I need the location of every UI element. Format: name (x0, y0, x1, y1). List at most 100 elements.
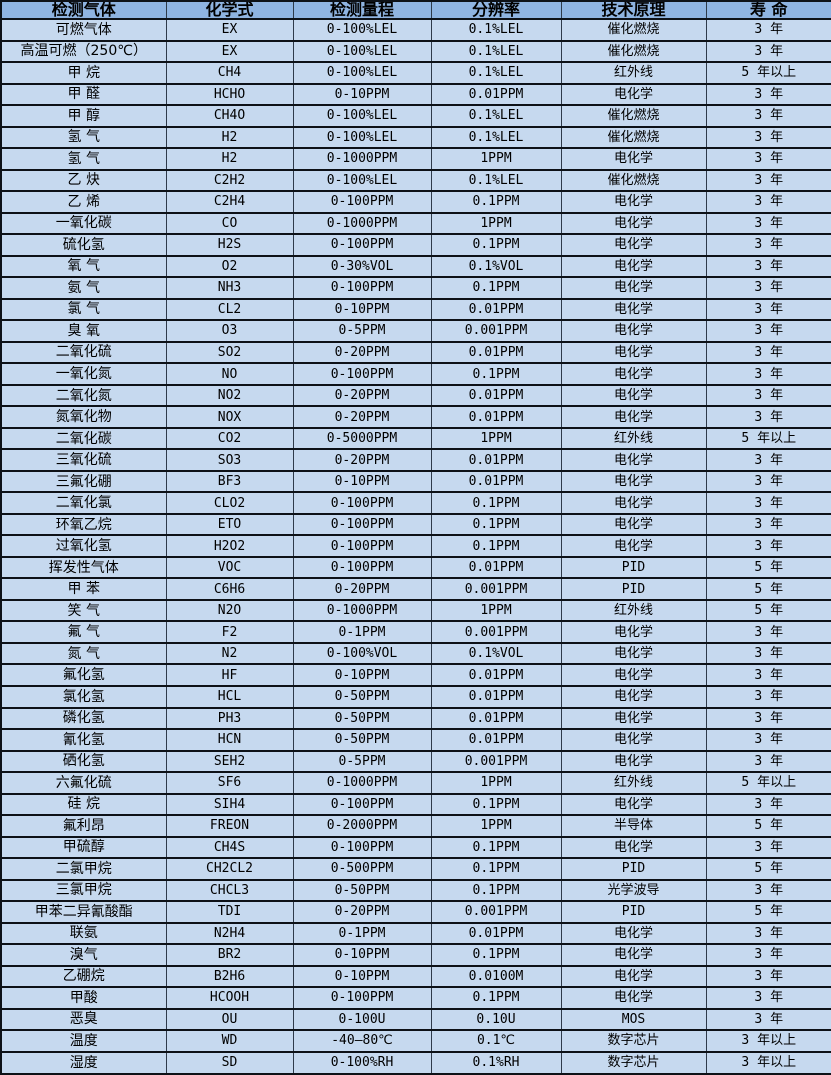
cell-range: 0-10PPM (292, 943, 432, 967)
cell-formula: C6H6 (165, 577, 294, 601)
cell-range: 0-20PPM (292, 340, 432, 365)
cell-formula: CLO2 (165, 491, 294, 515)
cell-principle: 电化学 (560, 276, 707, 300)
table-row: 硅 烷 SIH4 0-100PPM 0.1PPM 电化学 3 年 (0, 792, 831, 817)
table-row: 温度 WD -40—80℃ 0.1℃ 数字芯片 3 年以上 (0, 1029, 831, 1053)
table-row: 六氟化硫 SF6 0-1000PPM 1PPM 红外线 5 年以上 (0, 771, 831, 795)
cell-range: 0-1PPM (292, 620, 432, 644)
cell-principle: 电化学 (560, 319, 707, 343)
cell-range: 0-20PPM (292, 383, 432, 408)
cell-range: 0-100PPM (292, 276, 432, 300)
cell-lifespan: 3 年 (705, 620, 831, 644)
cell-principle: 电化学 (560, 943, 707, 967)
table-row: 甲苯二异氰酸酯 TDI 0-20PPM 0.001PPM PID 5 年 (0, 900, 831, 924)
cell-gas: 一氧化碳 (0, 211, 167, 236)
table-row: 湿度 SD 0-100%RH 0.1%RH 数字芯片 3 年以上 (0, 1050, 831, 1075)
cell-resolution: 0.1PPM (430, 835, 562, 860)
cell-lifespan: 3 年 (705, 340, 831, 365)
table-row: 甲 烷 CH4 0-100%LEL 0.1%LEL 红外线 5 年以上 (0, 61, 831, 85)
cell-lifespan: 5 年 (705, 598, 831, 623)
cell-gas: 磷化氢 (0, 706, 167, 730)
cell-formula: NO (165, 362, 294, 386)
cell-formula: H2O2 (165, 534, 294, 558)
cell-formula: O2 (165, 254, 294, 279)
table-body: 可燃气体 EX 0-100%LEL 0.1%LEL 催化燃烧 3 年高温可燃（250℃） E… (0, 18, 831, 1075)
cell-gas: 挥发性气体 (0, 555, 167, 580)
cell-formula: OU (165, 1007, 294, 1032)
table-row: 氧 气 O2 0-30%VOL 0.1%VOL 电化学 3 年 (0, 254, 831, 279)
cell-formula: SD (165, 1050, 294, 1075)
cell-lifespan: 3 年 (705, 168, 831, 193)
cell-range: 0-1000PPM (292, 147, 432, 171)
cell-resolution: 0.1PPM (430, 362, 562, 386)
cell-lifespan: 3 年 (705, 448, 831, 472)
cell-principle: 电化学 (560, 749, 707, 774)
cell-range: 0-100%LEL (292, 18, 432, 42)
cell-principle: 电化学 (560, 641, 707, 666)
cell-principle: 电化学 (560, 190, 707, 214)
cell-lifespan: 3 年 (705, 82, 831, 107)
cell-principle: 电化学 (560, 835, 707, 860)
cell-principle: PID (560, 577, 707, 601)
cell-range: 0-1000PPM (292, 598, 432, 623)
cell-principle: 电化学 (560, 534, 707, 558)
cell-formula: CHCL3 (165, 878, 294, 903)
cell-lifespan: 3 年 (705, 749, 831, 774)
cell-range: 0-500PPM (292, 857, 432, 881)
cell-principle: 电化学 (560, 147, 707, 171)
cell-gas: 二氧化氯 (0, 491, 167, 515)
table-row: 甲酸 HCOOH 0-100PPM 0.1PPM 电化学 3 年 (0, 986, 831, 1010)
cell-gas: 一氧化氮 (0, 362, 167, 386)
cell-gas: 三氧化硫 (0, 448, 167, 472)
cell-lifespan: 3 年 (705, 792, 831, 817)
cell-resolution: 0.1%LEL (430, 61, 562, 85)
cell-gas: 三氯甲烷 (0, 878, 167, 903)
cell-lifespan: 3 年 (705, 147, 831, 171)
cell-formula: CL2 (165, 297, 294, 322)
table-row: 二氧化氯 CLO2 0-100PPM 0.1PPM 电化学 3 年 (0, 491, 831, 515)
cell-gas: 二氧化氮 (0, 383, 167, 408)
table-row: 联氨 N2H4 0-1PPM 0.01PPM 电化学 3 年 (0, 921, 831, 946)
cell-principle: 红外线 (560, 426, 707, 451)
cell-formula: NO2 (165, 383, 294, 408)
cell-resolution: 0.01PPM (430, 555, 562, 580)
cell-formula: SIH4 (165, 792, 294, 817)
cell-gas: 氢 气 (0, 125, 167, 150)
cell-formula: H2 (165, 125, 294, 150)
cell-gas: 温度 (0, 1029, 167, 1053)
column-header-range: 检测量程 (292, 0, 432, 20)
cell-formula: WD (165, 1029, 294, 1053)
cell-lifespan: 3 年 (705, 469, 831, 494)
cell-range: 0-10PPM (292, 964, 432, 989)
cell-gas: 六氟化硫 (0, 771, 167, 795)
cell-gas: 乙 烯 (0, 190, 167, 214)
table-row: 氯化氢 HCL 0-50PPM 0.01PPM 电化学 3 年 (0, 685, 831, 709)
cell-gas: 甲苯二异氰酸酯 (0, 900, 167, 924)
table-row: 乙硼烷 B2H6 0-10PPM 0.0100M 电化学 3 年 (0, 964, 831, 989)
table-row: 二氧化硫 SO2 0-20PPM 0.01PPM 电化学 3 年 (0, 340, 831, 365)
cell-range: 0-100%RH (292, 1050, 432, 1075)
cell-principle: 电化学 (560, 512, 707, 537)
cell-lifespan: 3 年 (705, 211, 831, 236)
cell-gas: 二氧化硫 (0, 340, 167, 365)
cell-gas: 氨 气 (0, 276, 167, 300)
cell-gas: 氯化氢 (0, 685, 167, 709)
cell-resolution: 1PPM (430, 426, 562, 451)
cell-range: 0-100PPM (292, 512, 432, 537)
cell-resolution: 0.1PPM (430, 534, 562, 558)
cell-principle: 电化学 (560, 921, 707, 946)
cell-lifespan: 3 年 (705, 685, 831, 709)
cell-formula: CH4 (165, 61, 294, 85)
cell-gas: 硒化氢 (0, 749, 167, 774)
cell-formula: N2H4 (165, 921, 294, 946)
cell-gas: 二氧化碳 (0, 426, 167, 451)
cell-gas: 笑 气 (0, 598, 167, 623)
cell-resolution: 0.01PPM (430, 921, 562, 946)
cell-principle: 电化学 (560, 405, 707, 429)
cell-range: 0-10PPM (292, 469, 432, 494)
cell-range: 0-100%LEL (292, 168, 432, 193)
cell-lifespan: 5 年 (705, 857, 831, 881)
cell-range: 0-100%LEL (292, 61, 432, 85)
cell-resolution: 0.01PPM (430, 448, 562, 472)
cell-lifespan: 3 年以上 (705, 1029, 831, 1053)
